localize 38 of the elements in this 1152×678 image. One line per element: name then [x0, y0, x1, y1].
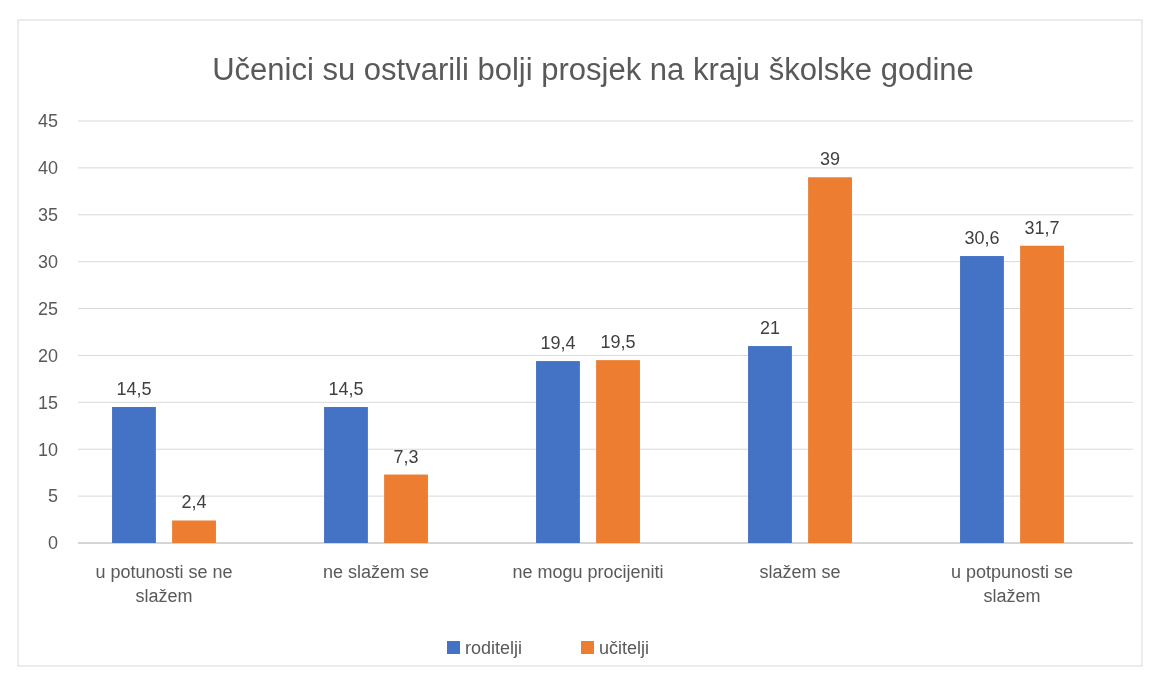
bar — [808, 177, 852, 543]
x-tick-label: slažem se — [759, 562, 841, 582]
y-tick-label: 30 — [37, 251, 58, 272]
bar — [536, 361, 580, 543]
y-tick-label: 40 — [37, 158, 58, 179]
y-tick-label: 25 — [37, 298, 58, 319]
bar — [172, 520, 216, 543]
x-tick-label: u potunosti se ne slažem — [95, 562, 233, 606]
data-label: 19,4 — [540, 333, 576, 354]
legend-label: roditelji — [465, 638, 523, 659]
chart-title: Učenici su ostvarili bolji prosjek na kraju školske godine — [212, 52, 974, 87]
bar — [960, 256, 1004, 543]
bar — [1020, 245, 1064, 543]
data-label: 39 — [820, 149, 841, 170]
bar — [324, 407, 368, 543]
data-label: 30,6 — [964, 228, 1000, 249]
data-label: 21 — [759, 318, 780, 339]
legend-label: učitelji — [599, 638, 650, 659]
bar — [384, 474, 428, 543]
bar — [596, 360, 640, 543]
y-tick-label: 0 — [47, 533, 58, 554]
y-tick-label: 45 — [37, 111, 58, 132]
bar — [112, 407, 156, 543]
x-tick-label: ne mogu procijeniti — [512, 562, 664, 582]
y-tick-label: 5 — [47, 486, 58, 507]
data-label: 19,5 — [600, 332, 636, 353]
x-tick-label: u potpunosti se slažem — [950, 562, 1074, 606]
data-label: 14,5 — [328, 379, 364, 400]
data-label: 14,5 — [116, 379, 152, 400]
data-label: 2,4 — [181, 492, 207, 513]
y-tick-label: 20 — [37, 345, 58, 366]
data-label: 7,3 — [393, 446, 419, 467]
x-tick-label: ne slažem se — [322, 562, 430, 582]
y-tick-label: 10 — [37, 439, 58, 460]
bar — [748, 346, 792, 543]
y-tick-label: 35 — [37, 205, 58, 226]
y-tick-label: 15 — [37, 392, 58, 413]
data-label: 31,7 — [1024, 217, 1060, 238]
